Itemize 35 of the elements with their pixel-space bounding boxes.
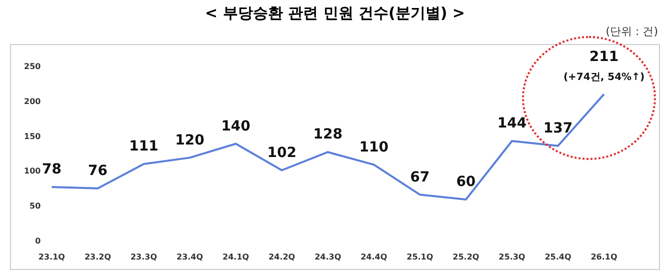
- x-tick-label: 23.4Q: [176, 252, 204, 262]
- y-tick-label: 50: [30, 202, 42, 211]
- data-label: 76: [88, 163, 108, 180]
- data-label: 67: [410, 169, 430, 186]
- data-label: 137: [543, 120, 573, 136]
- x-tick-label: 23.2Q: [84, 252, 112, 262]
- x-tick-label: 24.3Q: [314, 252, 342, 262]
- annotation: (+74건, 54%↑): [563, 72, 645, 83]
- data-label: 120: [175, 132, 205, 148]
- data-label: 111: [129, 138, 158, 155]
- data-label: 60: [456, 174, 476, 190]
- data-label: 102: [267, 144, 296, 161]
- y-tick-label: 200: [24, 96, 42, 106]
- x-tick-label: 25.1Q: [406, 252, 434, 262]
- y-tick-label: 150: [24, 132, 42, 141]
- y-tick-label: 100: [24, 166, 42, 176]
- x-tick-label: 23.3Q: [130, 252, 158, 262]
- data-label: 128: [313, 126, 342, 143]
- data-label: 211: [589, 48, 619, 65]
- data-label: 110: [359, 139, 389, 156]
- y-tick-label: 250: [24, 62, 42, 72]
- data-label: 78: [42, 162, 62, 178]
- data-label: 140: [221, 118, 251, 134]
- y-tick-label: 0: [35, 236, 42, 246]
- chart-title: < 부당승환 관련 민원 건수(분기별) >: [204, 4, 466, 23]
- x-tick-label: 25.3Q: [498, 252, 526, 262]
- x-tick-label: 25.2Q: [452, 252, 480, 262]
- text: (단위 : 건): [606, 24, 658, 39]
- x-tick-label: 24.4Q: [360, 252, 388, 262]
- x-tick-label: 26.1Q: [590, 252, 618, 262]
- x-tick-label: 25.4Q: [544, 252, 572, 262]
- x-tick-label: 23.1Q: [38, 252, 66, 262]
- x-tick-label: 24.1Q: [222, 252, 250, 262]
- x-tick-label: 24.2Q: [268, 252, 296, 262]
- data-label: 144: [497, 116, 527, 132]
